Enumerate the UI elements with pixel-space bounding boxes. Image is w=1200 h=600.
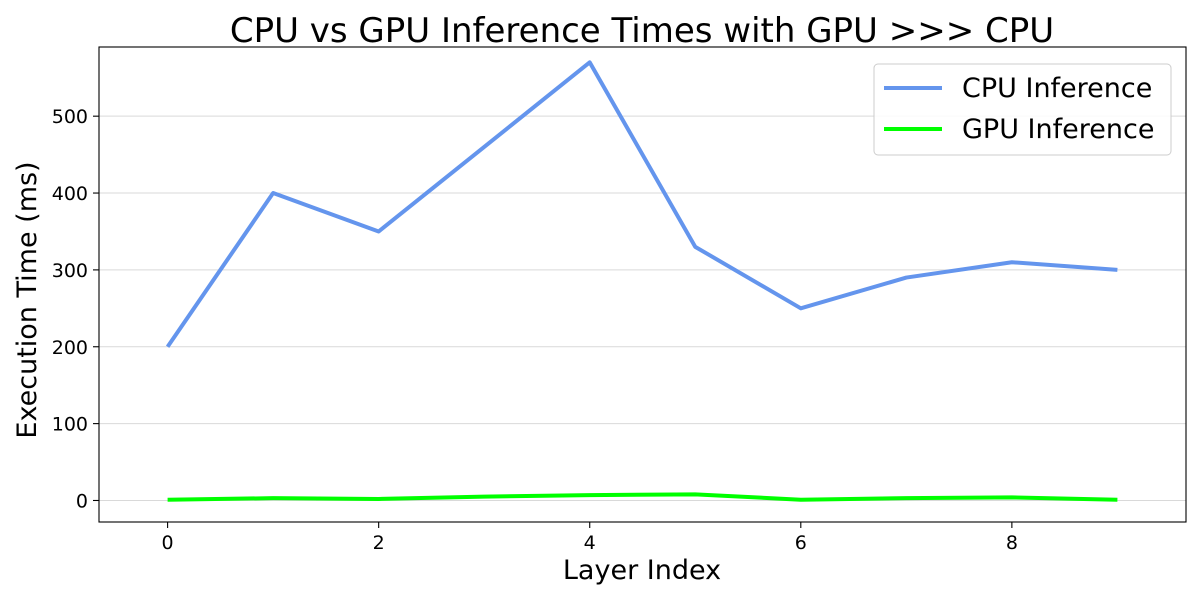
- plot-area-frame: [98, 46, 1187, 523]
- legend-label-gpu-inference: GPU Inference: [962, 114, 1154, 145]
- legend-box: [873, 63, 1172, 156]
- y-tick-label: 400: [52, 183, 88, 205]
- y-tick-label: 0: [76, 490, 88, 512]
- x-axis-ticks: 0 2 4 6 8: [162, 522, 1018, 554]
- legend: CPU Inference GPU Inference: [873, 63, 1172, 156]
- x-tick-label: 2: [373, 532, 385, 554]
- y-tick-label: 500: [52, 106, 88, 128]
- chart-title: CPU vs GPU Inference Times with GPU >>> …: [230, 11, 1054, 51]
- series-gpu-inference: [167, 492, 1118, 502]
- y-axis-title: Execution Time (ms): [12, 161, 43, 438]
- series-line-cpu-inference: [165, 60, 1118, 348]
- x-tick-label: 4: [584, 532, 596, 554]
- series-cpu-inference: [165, 60, 1118, 348]
- y-tick-label: 200: [52, 337, 88, 359]
- y-axis-ticks: 0 100 200 300 400 500: [52, 106, 99, 512]
- series-line-gpu-inference: [167, 492, 1118, 502]
- x-tick-label: 0: [162, 532, 174, 554]
- x-tick-label: 8: [1006, 532, 1018, 554]
- x-tick-label: 6: [795, 532, 807, 554]
- x-axis-title: Layer Index: [563, 555, 721, 586]
- y-tick-label: 300: [52, 260, 88, 282]
- series-lines: [165, 60, 1118, 502]
- grid-lines: [99, 115, 1186, 501]
- y-tick-label: 100: [52, 414, 88, 436]
- legend-label-cpu-inference: CPU Inference: [962, 73, 1152, 104]
